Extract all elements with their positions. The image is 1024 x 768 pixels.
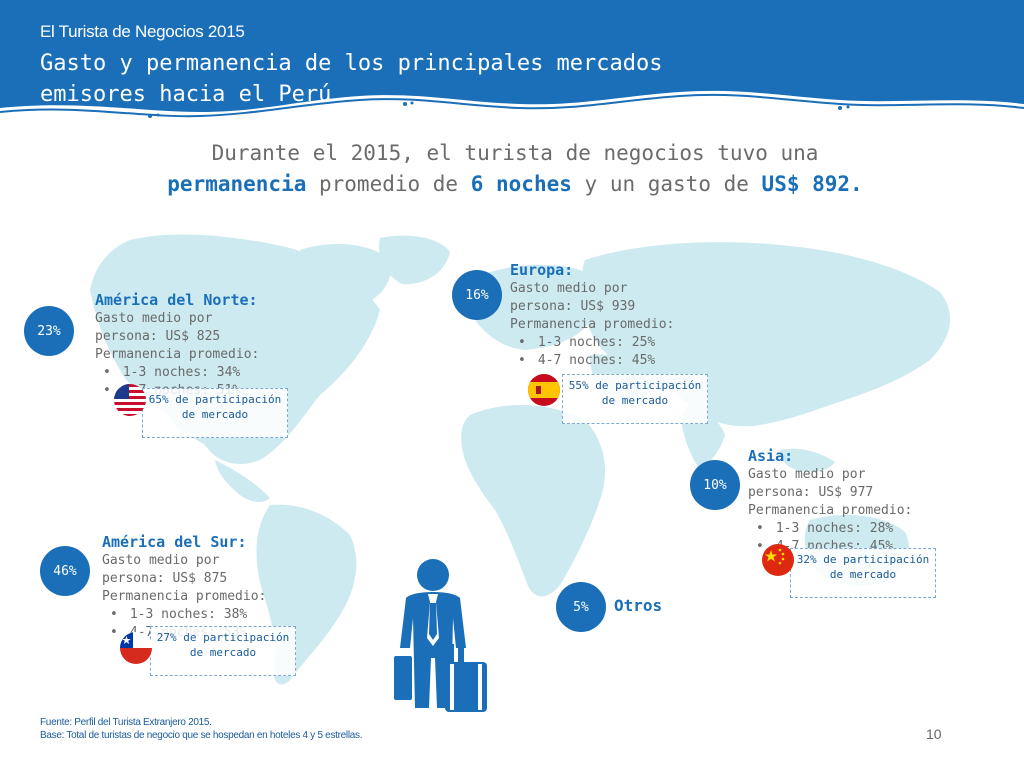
spain-flag	[528, 374, 560, 406]
europe-stay-1: 1-3 noches: 25%	[510, 334, 674, 352]
europe-stay-2: 4-7 noches: 45%	[510, 352, 674, 370]
north-america-share-box: 65% de participación de mercado	[142, 388, 288, 438]
europe-name: Europa:	[510, 261, 574, 279]
wave-banner	[0, 0, 1024, 118]
header-banner: El Turista de Negocios 2015 Gasto y perm…	[0, 0, 1024, 130]
base-note: Base: Total de turistas de negocio que s…	[40, 730, 363, 741]
chile-flag	[120, 632, 152, 664]
europe-percent-bubble: 16%	[452, 270, 502, 320]
lead-text-3: y un gasto de	[571, 172, 762, 196]
europe-stay-label: Permanencia promedio:	[510, 317, 675, 332]
title-line-1: Gasto y permanencia de los principales m…	[40, 51, 663, 76]
asia-share-box: 32% de participación de mercado	[790, 548, 936, 598]
business-traveler-icon	[394, 559, 487, 712]
others-label: Otros	[614, 596, 663, 615]
deck-subtitle: El Turista de Negocios 2015	[40, 22, 245, 41]
asia-stay-label: Permanencia promedio:	[748, 503, 913, 518]
south-america-spend-label: Gasto medio por	[102, 553, 220, 568]
lead-text-1: Durante el 2015, el turista de negocios …	[211, 141, 819, 165]
europe-stay-list: 1-3 noches: 25% 4-7 noches: 45%	[510, 334, 674, 370]
usa-flag	[114, 384, 146, 416]
north-america-stay-label: Permanencia promedio:	[95, 347, 260, 362]
south-america-name: América del Sur:	[102, 533, 247, 551]
asia-stay-1: 1-3 noches: 28%	[748, 520, 912, 538]
lead-statement: Durante el 2015, el turista de negocios …	[110, 138, 920, 200]
others-percent-bubble: 5%	[556, 582, 606, 632]
page-number: 10	[926, 726, 942, 742]
asia-percent-bubble: 10%	[690, 460, 740, 510]
south-america-stay-1: 1-3 noches: 38%	[102, 606, 266, 624]
europe-spend-value: persona: US$ 939	[510, 299, 636, 314]
asia-name: Asia:	[748, 447, 794, 465]
asia-spend-value: persona: US$ 977	[748, 485, 874, 500]
lead-text-2: promedio de	[306, 172, 471, 196]
asia-spend-label: Gasto medio por	[748, 467, 866, 482]
south-america-share-box: 27% de participación de mercado	[150, 626, 296, 676]
north-america-name: América del Norte:	[95, 291, 258, 309]
south-america-spend-value: persona: US$ 875	[102, 571, 228, 586]
north-america-percent-bubble: 23%	[24, 306, 74, 356]
north-america-block: América del Norte: Gasto medio por perso…	[95, 290, 259, 400]
europe-block: Europa: Gasto medio por persona: US$ 939…	[510, 260, 674, 370]
south-america-stay-label: Permanencia promedio:	[102, 589, 267, 604]
title-line-2: emisores hacia el Perú	[40, 82, 332, 107]
source-note: Fuente: Perfil del Turista Extranjero 20…	[40, 717, 212, 728]
north-america-stay-1: 1-3 noches: 34%	[95, 364, 259, 382]
north-america-spend-value: persona: US$ 825	[95, 329, 221, 344]
china-flag	[762, 544, 794, 576]
page-title: Gasto y permanencia de los principales m…	[40, 48, 840, 110]
lead-bold-nights: 6 noches	[470, 172, 572, 196]
lead-bold-spend: US$ 892.	[761, 172, 863, 196]
lead-bold-permanence: permanencia	[167, 172, 307, 196]
asia-block: Asia: Gasto medio por persona: US$ 977 P…	[748, 446, 912, 556]
footer-notes: Fuente: Perfil del Turista Extranjero 20…	[40, 716, 363, 742]
north-america-spend-label: Gasto medio por	[95, 311, 213, 326]
europe-share-box: 55% de participación de mercado	[562, 374, 708, 424]
south-america-percent-bubble: 46%	[40, 546, 90, 596]
europe-spend-label: Gasto medio por	[510, 281, 628, 296]
